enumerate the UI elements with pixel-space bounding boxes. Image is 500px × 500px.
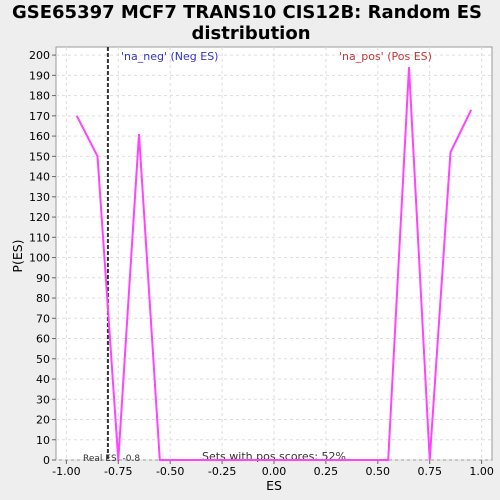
y-tick-label: 60 [36, 333, 50, 346]
y-tick-label: 130 [29, 191, 50, 204]
series-line [75, 67, 473, 461]
y-tick-label: 70 [36, 312, 50, 325]
y-tick-label: 30 [36, 393, 50, 406]
y-tick-label: 110 [29, 231, 50, 244]
x-tick-label: 0.50 [366, 465, 391, 478]
y-tick-label: 190 [29, 69, 50, 82]
x-tick-label: 0.25 [314, 465, 339, 478]
y-tick-label: 170 [29, 110, 50, 123]
y-tick-label: 0 [43, 454, 50, 467]
y-tick-label: 40 [36, 373, 50, 386]
y-tick-label: 100 [29, 252, 50, 265]
y-tick-label: 20 [36, 414, 50, 427]
y-tick-label: 90 [36, 272, 50, 285]
x-axis-ticks: -1.00 -0.75 -0.50 -0.25 0.00 0.25 0.50 0.75 1.00 [52, 460, 494, 478]
x-tick-label: 0.75 [417, 465, 442, 478]
chart-title-line1: GSE65397 MCF7 TRANS10 CIS12B: Random ES [12, 2, 482, 23]
pos-es-label: 'na_pos' (Pos ES) [339, 50, 432, 63]
y-tick-label: 160 [29, 130, 50, 143]
y-tick-label: 80 [36, 292, 50, 305]
pos-scores-note: Sets with pos scores: 52% [202, 450, 346, 463]
x-axis-label: ES [266, 478, 282, 493]
neg-es-label: 'na_neg' (Neg ES) [121, 50, 218, 63]
y-tick-label: 10 [36, 434, 50, 447]
y-tick-label: 150 [29, 150, 50, 163]
x-tick-label: -0.50 [156, 465, 184, 478]
real-es-label: Real ES: -0.8 [83, 454, 140, 464]
y-axis-ticks: 0 10 20 30 40 50 60 70 80 90 100 110 120 130 140 150 160… [29, 49, 56, 467]
y-tick-label: 140 [29, 171, 50, 184]
x-tick-label: 1.00 [469, 465, 494, 478]
y-tick-label: 120 [29, 211, 50, 224]
x-tick-label: 0.00 [262, 465, 287, 478]
y-tick-label: 180 [29, 90, 50, 103]
x-tick-label: -0.75 [104, 465, 132, 478]
x-tick-label: -0.25 [208, 465, 236, 478]
x-tick-label: -1.00 [52, 465, 80, 478]
chart-title-line2: distribution [191, 23, 310, 44]
y-axis-label: P(ES) [10, 239, 25, 272]
y-tick-label: 50 [36, 353, 50, 366]
y-tick-label: 200 [29, 49, 50, 62]
grid-lines [56, 47, 492, 461]
